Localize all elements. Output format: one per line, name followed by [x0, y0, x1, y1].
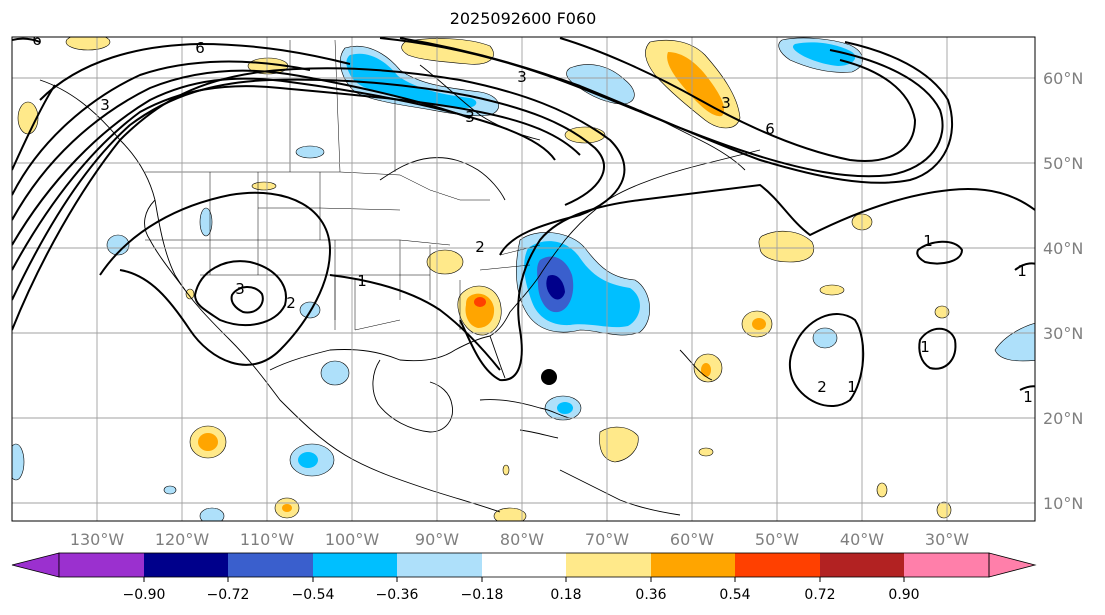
contour-label: 1	[920, 338, 930, 356]
storm-center-marker	[541, 369, 557, 385]
colorbar-tick-label: −0.18	[461, 587, 504, 603]
contour-label: 1	[1023, 388, 1033, 406]
lat-label: 40°N	[1043, 239, 1083, 258]
contour-labels: 6 6 3 3 3 2 2 1 1 1 3 6 1 1 2 1 3	[32, 31, 1033, 406]
colorbar-tick-label: 0.54	[719, 587, 750, 603]
colorbar-segment	[228, 553, 313, 577]
colorbar-segment	[59, 553, 144, 577]
lat-labels: 60°N 50°N 40°N 30°N 20°N 10°N	[1043, 69, 1083, 513]
contour-label: 3	[465, 108, 475, 126]
colorbar: −0.90 −0.72 −0.54 −0.36 −0.18 0.18 0.36 …	[11, 552, 1037, 603]
contour-label: 6	[765, 120, 775, 138]
colorbar-segment	[820, 553, 904, 577]
colorbar-tick-label: 0.36	[635, 587, 666, 603]
lon-label: 120°W	[155, 530, 210, 549]
contour-label: 1	[357, 272, 367, 290]
map-frame	[11, 36, 1036, 522]
lon-label: 80°W	[500, 530, 544, 549]
lat-label: 10°N	[1043, 494, 1083, 513]
contour-label: 3	[100, 96, 110, 114]
colorbar-tick-label: −0.36	[376, 587, 419, 603]
lon-label: 90°W	[415, 530, 459, 549]
lon-label: 50°W	[755, 530, 799, 549]
colorbar-segment	[566, 553, 651, 577]
lon-label: 70°W	[585, 530, 629, 549]
colorbar-segment	[482, 553, 566, 577]
colorbar-segment	[313, 553, 397, 577]
lon-label: 130°W	[70, 530, 125, 549]
lon-label: 100°W	[325, 530, 380, 549]
chart-title: 2025092600 F060	[449, 9, 597, 28]
contour-lines	[12, 37, 1035, 408]
contour-label: 2	[817, 378, 827, 396]
colorbar-segment	[144, 553, 228, 577]
colorbar-extend-high	[988, 552, 1037, 578]
colorbar-segment	[904, 553, 989, 577]
lat-label: 30°N	[1043, 324, 1083, 343]
contour-label: 1	[1017, 262, 1027, 280]
contour-label: 3	[517, 68, 527, 86]
lon-labels: 130°W 120°W 110°W 100°W 90°W 80°W 70°W 6…	[70, 530, 969, 549]
lon-label: 40°W	[840, 530, 884, 549]
colorbar-segment	[651, 553, 735, 577]
colorbar-tick-label: 0.72	[804, 587, 835, 603]
state-borders	[145, 39, 541, 331]
gridlines	[12, 37, 1035, 521]
lat-label: 50°N	[1043, 154, 1083, 173]
colorbar-extend-low	[11, 552, 60, 578]
contour-label: 1	[923, 232, 933, 250]
colorbar-tick-label: 0.90	[888, 587, 919, 603]
contour-label: 3	[721, 94, 731, 112]
colorbar-tick-label: 0.18	[550, 587, 581, 603]
colorbar-tick-label: −0.72	[207, 587, 250, 603]
lat-label: 60°N	[1043, 69, 1083, 88]
lat-label: 20°N	[1043, 409, 1083, 428]
colorbar-segment	[397, 553, 482, 577]
lon-label: 110°W	[240, 530, 295, 549]
contour-label: 3	[235, 280, 245, 298]
contour-label: 1	[847, 378, 857, 396]
colorbar-tick-label: −0.90	[123, 587, 166, 603]
contour-label: 6	[195, 39, 205, 57]
lon-label: 60°W	[670, 530, 714, 549]
colorbar-tick-label: −0.54	[292, 587, 335, 603]
lon-label: 30°W	[925, 530, 969, 549]
contour-label: 2	[286, 294, 296, 312]
contour-label: 6	[32, 31, 42, 49]
contour-label: 2	[475, 238, 485, 256]
colorbar-segment	[735, 553, 820, 577]
